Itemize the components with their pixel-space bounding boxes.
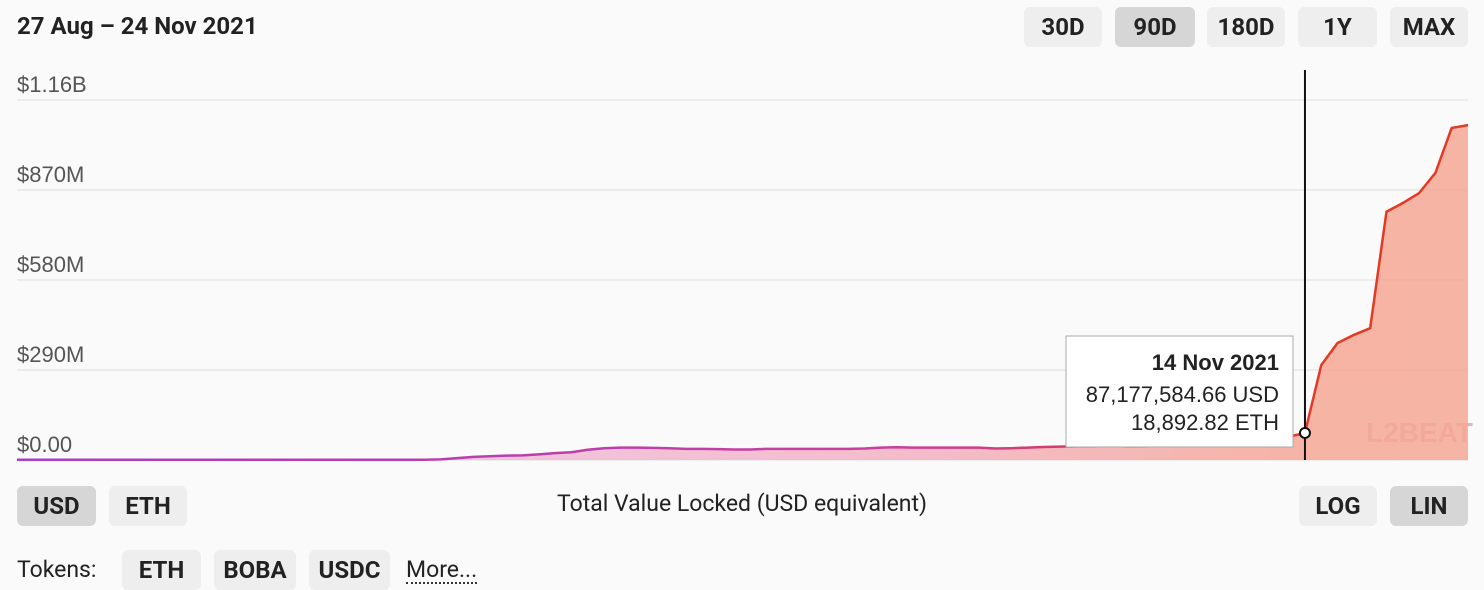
range-button[interactable]: 90D — [1115, 7, 1195, 47]
tokens-label: Tokens: — [17, 556, 97, 583]
y-tick-label: $870M — [17, 162, 84, 187]
token-button[interactable]: ETH — [122, 550, 201, 590]
y-tick-label: $290M — [17, 342, 84, 367]
y-tick-label: $0.00 — [17, 432, 72, 457]
range-button[interactable]: MAX — [1390, 7, 1468, 47]
y-tick-label: $580M — [17, 252, 84, 277]
currency-button[interactable]: ETH — [109, 486, 187, 526]
currency-button[interactable]: USD — [17, 486, 96, 526]
tooltip-eth: 18,892.82 ETH — [1131, 410, 1279, 435]
date-range: 27 Aug – 24 Nov 2021 — [17, 12, 258, 40]
token-button[interactable]: USDC — [309, 550, 390, 590]
range-button[interactable]: 1Y — [1298, 7, 1377, 47]
token-button[interactable]: BOBA — [214, 550, 296, 590]
tooltip-usd: 87,177,584.66 USD — [1086, 382, 1279, 407]
more-link[interactable]: More... — [406, 556, 478, 584]
range-button[interactable]: 30D — [1024, 7, 1102, 47]
area — [17, 125, 1468, 460]
tooltip-box — [1065, 335, 1294, 448]
scale-button[interactable]: LIN — [1390, 486, 1468, 526]
caption: Total Value Locked (USD equivalent) — [556, 490, 927, 517]
scale-button[interactable]: LOG — [1299, 486, 1377, 526]
cursor-point — [1298, 426, 1311, 439]
tooltip-date: 14 Nov 2021 — [1152, 350, 1279, 375]
range-button[interactable]: 180D — [1207, 7, 1285, 47]
y-tick-label: $1.16B — [17, 72, 87, 97]
